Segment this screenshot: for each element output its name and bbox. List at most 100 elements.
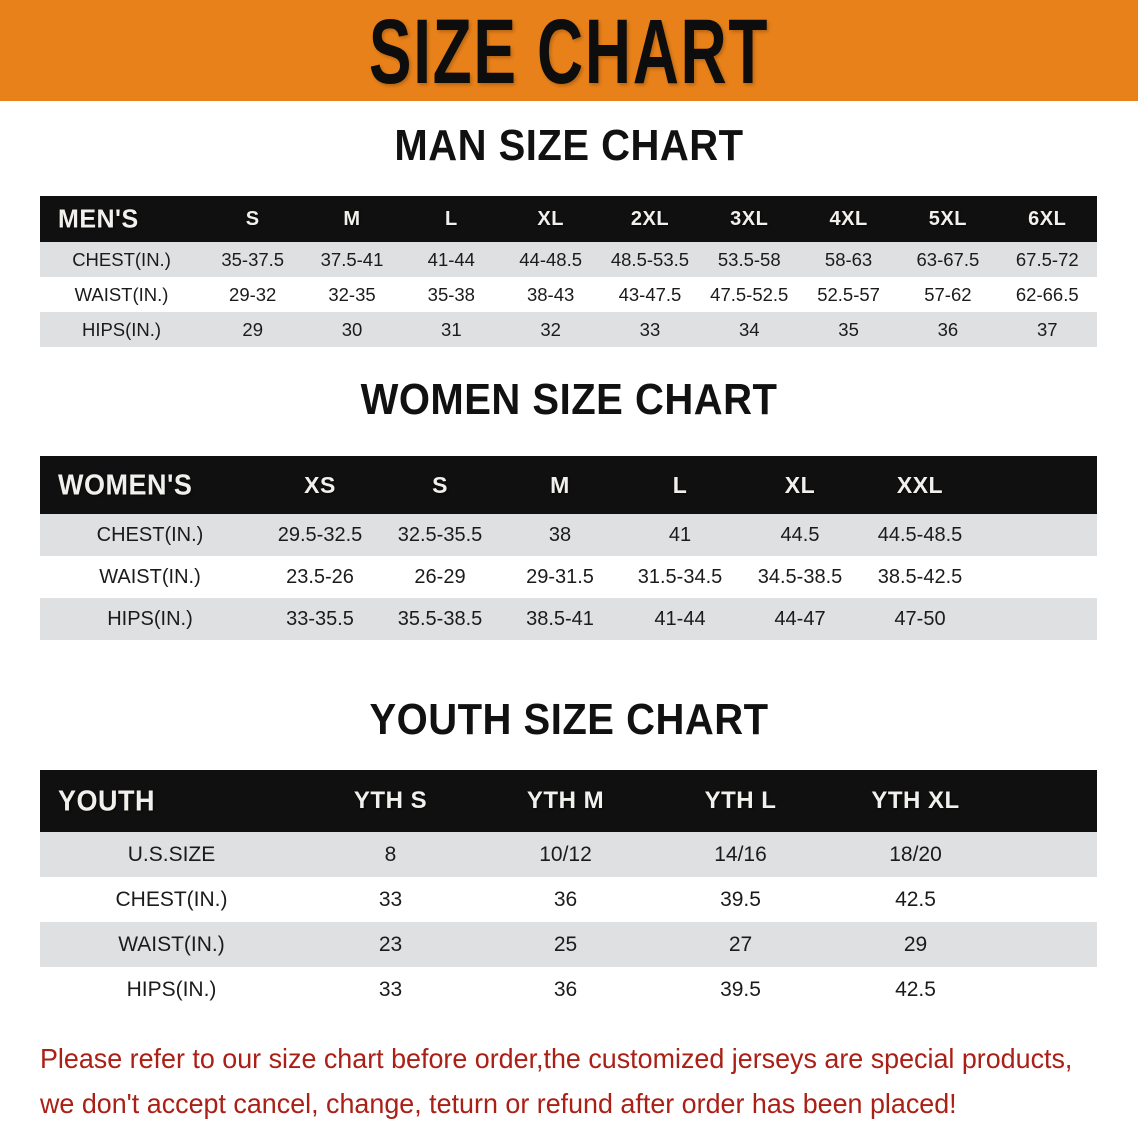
man-size-header: XL [537, 207, 564, 230]
row-label: CHEST(IN.) [115, 887, 228, 911]
youth-table-body: U.S.SIZE 8 10/12 14/16 18/20 CHEST(IN.) … [40, 832, 1097, 1012]
row-label: CHEST(IN.) [96, 523, 204, 546]
table-cell: 35 [838, 318, 859, 340]
table-cell: 38 [548, 523, 572, 546]
man-size-header: L [444, 207, 458, 230]
table-cell: 41-44 [654, 607, 706, 630]
row-label: U.S.SIZE [127, 842, 216, 866]
table-row: WAIST(IN.) 29-32 32-35 35-38 38-43 43-47… [40, 277, 1097, 312]
youth-header-spacer [1003, 770, 1097, 832]
man-table-head: MEN'S S M L XL 2XL 3XL 4XL 5XL 6XL [40, 196, 1097, 242]
youth-table-head: YOUTH YTH S YTH M YTH L YTH XL [40, 770, 1097, 832]
women-header-spacer [980, 456, 1097, 514]
table-cell: 26-29 [414, 565, 466, 588]
table-cell: 43-47.5 [618, 283, 682, 305]
table-cell: 36 [553, 887, 578, 911]
table-cell: 29 [242, 318, 263, 340]
table-cell: 38-43 [526, 283, 575, 305]
table-cell: 29.5-32.5 [277, 523, 363, 546]
youth-section-title: YOUTH SIZE CHART [369, 696, 769, 744]
table-cell: 37.5-41 [320, 248, 384, 270]
table-cell: 38.5-41 [526, 607, 594, 630]
table-row: U.S.SIZE 8 10/12 14/16 18/20 [40, 832, 1097, 877]
table-cell: 27 [728, 932, 753, 956]
row-label: CHEST(IN.) [72, 248, 171, 270]
table-cell: 18/20 [889, 842, 942, 866]
women-size-header: XXL [896, 471, 944, 498]
table-cell: 44-48.5 [519, 248, 583, 270]
table-cell-spacer [980, 514, 1097, 556]
return-policy-note: Please refer to our size chart before or… [40, 1036, 1072, 1126]
table-row: WAIST(IN.) 23 25 27 29 [40, 922, 1097, 967]
table-cell: 38.5-42.5 [877, 565, 963, 588]
table-row: CHEST(IN.) 35-37.5 37.5-41 41-44 44-48.5… [40, 242, 1097, 277]
row-label: WAIST(IN.) [99, 565, 201, 588]
table-cell: 14/16 [714, 842, 767, 866]
table-cell: 23.5-26 [286, 565, 354, 588]
table-cell: 39.5 [720, 977, 761, 1001]
row-label: WAIST(IN.) [118, 932, 225, 956]
page-banner: SIZE CHART [0, 0, 1138, 101]
man-size-header: 2XL [630, 207, 670, 230]
table-cell: 29-32 [229, 283, 277, 305]
table-cell: 35-38 [427, 283, 475, 305]
man-size-header: M [343, 207, 361, 230]
return-policy-line-2: we don't accept cancel, change, teturn o… [40, 1088, 957, 1119]
women-size-header: M [550, 471, 570, 498]
women-table-body: CHEST(IN.) 29.5-32.5 32.5-35.5 38 41 44.… [40, 514, 1097, 640]
women-size-header: XL [784, 471, 816, 498]
youth-size-table: YOUTH YTH S YTH M YTH L YTH XL U.S.SIZE … [40, 770, 1097, 1012]
table-cell-spacer [1003, 832, 1097, 877]
row-label: WAIST(IN.) [74, 283, 169, 305]
man-size-header: 4XL [829, 207, 868, 230]
table-cell: 34.5-38.5 [757, 565, 843, 588]
table-cell-spacer [980, 598, 1097, 640]
table-cell: 63-67.5 [916, 248, 980, 270]
table-cell: 34 [738, 318, 760, 340]
table-cell: 8 [384, 842, 397, 866]
table-cell-spacer [1003, 967, 1097, 1012]
table-cell: 29-31.5 [526, 565, 594, 588]
table-row: CHEST(IN.) 29.5-32.5 32.5-35.5 38 41 44.… [40, 514, 1097, 556]
table-cell: 33 [639, 318, 661, 340]
table-header-row: YOUTH YTH S YTH M YTH L YTH XL [40, 770, 1097, 832]
women-size-header: L [672, 471, 688, 498]
women-corner-label: WOMEN'S [58, 468, 193, 501]
table-row: HIPS(IN.) 33 36 39.5 42.5 [40, 967, 1097, 1012]
table-cell: 32 [540, 318, 561, 340]
women-size-header: XS [304, 471, 336, 498]
women-section-title: WOMEN SIZE CHART [360, 376, 778, 424]
table-cell: 42.5 [895, 887, 936, 911]
women-table-head: WOMEN'S XS S M L XL XXL [40, 456, 1097, 514]
table-cell: 31.5-34.5 [637, 565, 723, 588]
table-cell: 44.5-48.5 [877, 523, 963, 546]
table-cell: 10/12 [539, 842, 592, 866]
table-cell: 58-63 [824, 248, 873, 270]
youth-size-header: YTH XL [871, 787, 960, 814]
row-label: HIPS(IN.) [81, 318, 162, 340]
table-cell: 36 [937, 318, 959, 340]
man-size-header: 5XL [928, 207, 967, 230]
table-cell: 33-35.5 [286, 607, 354, 630]
table-cell: 47-50 [894, 607, 946, 630]
table-cell: 62-66.5 [1015, 283, 1079, 305]
table-cell: 36 [553, 977, 578, 1001]
table-row: CHEST(IN.) 33 36 39.5 42.5 [40, 877, 1097, 922]
youth-size-header: YTH M [526, 787, 605, 814]
table-cell: 37 [1036, 318, 1058, 340]
table-cell-spacer [1003, 877, 1097, 922]
table-cell: 35-37.5 [221, 248, 285, 270]
table-row: HIPS(IN.) 29 30 31 32 33 34 35 36 37 [40, 312, 1097, 347]
table-cell-spacer [1003, 922, 1097, 967]
table-cell: 39.5 [720, 887, 761, 911]
table-cell: 23 [378, 932, 403, 956]
man-table-body: CHEST(IN.) 35-37.5 37.5-41 41-44 44-48.5… [40, 242, 1097, 347]
table-cell: 25 [553, 932, 578, 956]
man-size-table: MEN'S S M L XL 2XL 3XL 4XL 5XL 6XL CHEST… [40, 196, 1097, 347]
row-label: HIPS(IN.) [126, 977, 217, 1001]
table-cell: 31 [441, 318, 462, 340]
youth-size-header: YTH S [353, 787, 428, 814]
women-size-header: S [432, 471, 448, 498]
table-header-row: WOMEN'S XS S M L XL XXL [40, 456, 1097, 514]
